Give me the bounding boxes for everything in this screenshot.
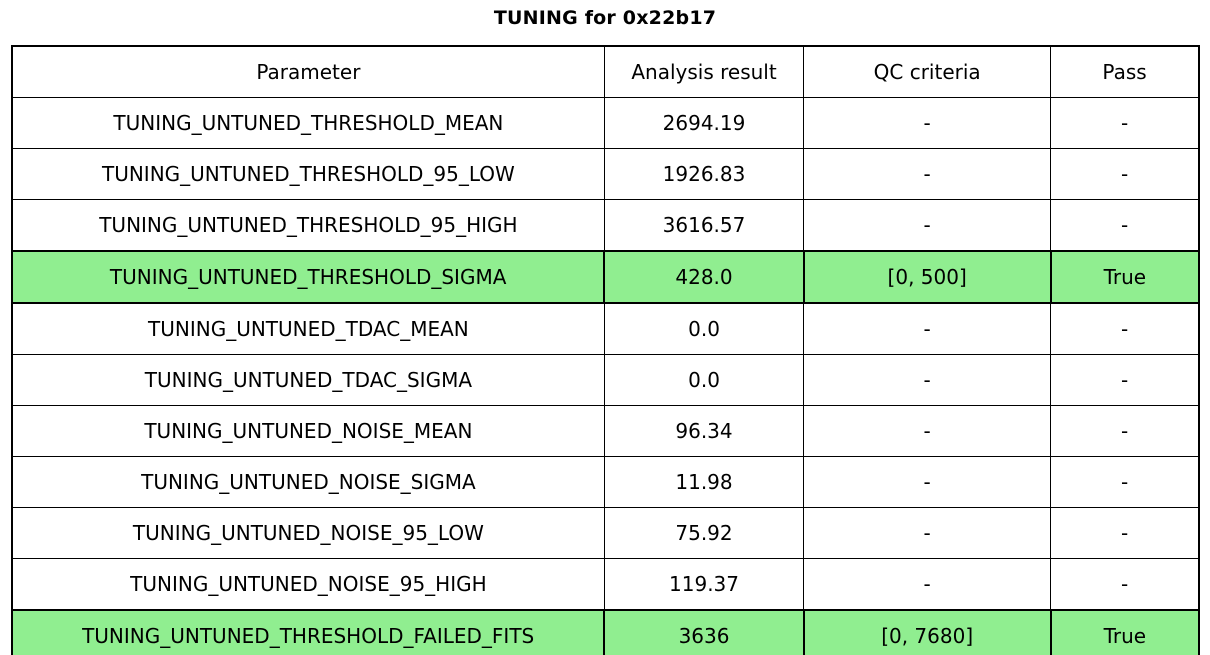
qc-criteria-cell: [0, 500] (802, 250, 1052, 304)
analysis-result-cell: 11.98 (603, 456, 805, 508)
parameter-cell: TUNING_UNTUNED_THRESHOLD_95_LOW (11, 148, 605, 200)
analysis-result-cell: 0.0 (603, 354, 805, 406)
column-header-qc-criteria: QC criteria (803, 45, 1052, 98)
table-row: TUNING_UNTUNED_TDAC_SIGMA 0.0- - (11, 354, 1200, 406)
table-row: TUNING_UNTUNED_NOISE_SIGMA 11.98- - (11, 456, 1200, 508)
column-header-parameter: Parameter (11, 45, 605, 98)
analysis-result-cell: 119.37 (603, 558, 805, 611)
table-row: TUNING_UNTUNED_NOISE_95_HIGH 119.37- - (11, 558, 1200, 611)
parameter-cell: TUNING_UNTUNED_TDAC_MEAN (11, 302, 605, 355)
pass-cell: - (1050, 507, 1200, 559)
pass-cell: - (1050, 302, 1200, 355)
qc-criteria-cell: - (803, 354, 1052, 406)
analysis-result-cell: 428.0 (603, 250, 805, 304)
pass-cell: - (1050, 354, 1200, 406)
parameter-cell: TUNING_UNTUNED_THRESHOLD_95_HIGH (11, 199, 605, 252)
page-title: TUNING for 0x22b17 (493, 7, 717, 29)
pass-cell: - (1050, 148, 1200, 200)
qc-criteria-cell: - (803, 405, 1052, 457)
table-row: TUNING_UNTUNED_THRESHOLD_MEAN 2694.19- - (11, 97, 1200, 149)
pass-cell: - (1050, 405, 1200, 457)
table-header: Parameter Analysis result QC criteria Pa… (11, 45, 1200, 98)
table-row: TUNING_UNTUNED_THRESHOLD_FAILED_FITS 3636… (10, 609, 1201, 655)
parameter-cell: TUNING_UNTUNED_NOISE_MEAN (11, 405, 605, 457)
qc-criteria-cell: - (803, 97, 1052, 149)
qc-criteria-cell: - (803, 456, 1052, 508)
pass-cell: - (1050, 199, 1200, 252)
analysis-result-cell: 3616.57 (603, 199, 805, 252)
qc-criteria-cell: - (803, 302, 1052, 355)
table-row: TUNING_UNTUNED_THRESHOLD_95_LOW 1926.83- - (11, 148, 1200, 200)
analysis-result-cell: 75.92 (603, 507, 805, 559)
analysis-result-cell: 3636 (603, 609, 805, 655)
qc-criteria-cell: - (803, 199, 1052, 252)
parameter-cell: TUNING_UNTUNED_NOISE_SIGMA (11, 456, 605, 508)
table-row: TUNING_UNTUNED_THRESHOLD_SIGMA 428.0 [0, 5… (10, 250, 1201, 304)
parameter-cell: TUNING_UNTUNED_THRESHOLD_FAILED_FITS (10, 609, 606, 655)
analysis-result-cell: 1926.83 (603, 148, 805, 200)
pass-cell: True (1049, 250, 1201, 304)
table-row: TUNING_UNTUNED_THRESHOLD_95_HIGH 3616.57-… (11, 199, 1200, 252)
qc-criteria-cell: - (803, 558, 1052, 611)
column-header-pass: Pass (1050, 45, 1200, 98)
header-row: Parameter Analysis result QC criteria Pa… (11, 45, 1200, 98)
parameter-cell: TUNING_UNTUNED_TDAC_SIGMA (11, 354, 605, 406)
qc-results-table: Parameter Analysis result QC criteria Pa… (10, 45, 1201, 655)
pass-cell: - (1050, 456, 1200, 508)
analysis-result-cell: 2694.19 (603, 97, 805, 149)
parameter-cell: TUNING_UNTUNED_THRESHOLD_SIGMA (10, 250, 606, 304)
table-row: TUNING_UNTUNED_TDAC_MEAN 0.0- - (11, 302, 1200, 355)
analysis-result-cell: 96.34 (603, 405, 805, 457)
table-row: TUNING_UNTUNED_NOISE_MEAN 96.34- - (11, 405, 1200, 457)
pass-cell: - (1050, 97, 1200, 149)
parameter-cell: TUNING_UNTUNED_NOISE_95_HIGH (11, 558, 605, 611)
table-body: TUNING_UNTUNED_THRESHOLD_MEAN 2694.19- - TU… (10, 97, 1201, 655)
qc-criteria-cell: [0, 7680] (802, 609, 1052, 655)
parameter-cell: TUNING_UNTUNED_NOISE_95_LOW (11, 507, 605, 559)
column-header-analysis-result: Analysis result (603, 45, 805, 98)
qc-criteria-cell: - (803, 507, 1052, 559)
pass-cell: - (1050, 558, 1200, 611)
parameter-cell: TUNING_UNTUNED_THRESHOLD_MEAN (11, 97, 605, 149)
pass-cell: True (1049, 609, 1201, 655)
qc-criteria-cell: - (803, 148, 1052, 200)
analysis-result-cell: 0.0 (603, 302, 805, 355)
table-row: TUNING_UNTUNED_NOISE_95_LOW 75.92- - (11, 507, 1200, 559)
